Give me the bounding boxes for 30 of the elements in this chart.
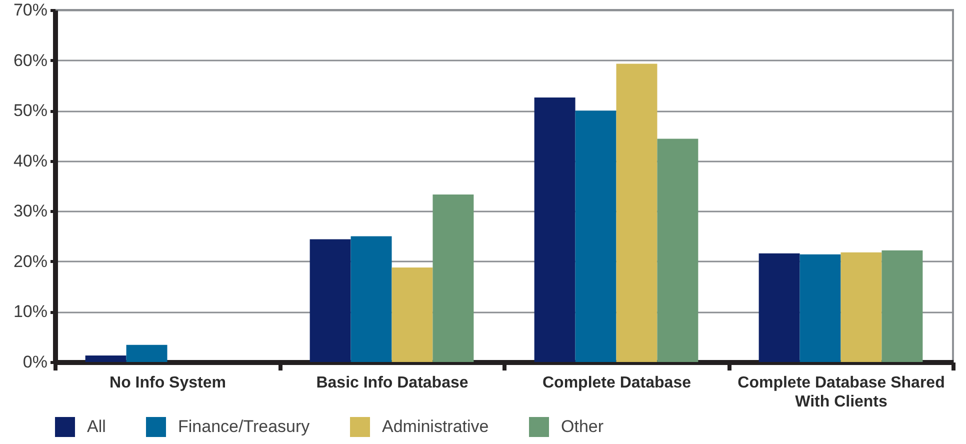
bar [657,138,698,362]
y-tick-label: 60% [13,50,48,70]
x-tick-label: No Info System [110,374,226,392]
legend-label: Finance/Treasury [178,417,310,436]
bar [575,110,616,362]
y-tick-label: 70% [13,0,48,20]
bar [616,64,658,362]
bar [126,344,168,362]
x-tick-label: Complete Database [542,374,692,392]
y-tick-label: 50% [13,101,48,120]
x-tick-label: Basic Info Database [316,374,468,392]
y-tick-label: 20% [13,252,48,271]
bar [432,194,474,362]
bar [85,355,126,362]
bar [840,252,882,362]
legend-label: Other [561,417,604,436]
x-tick-label: Complete Database Shared With Clients [738,374,945,410]
y-tick-label: 10% [13,302,48,322]
legend-label: Administrative [382,417,489,436]
bar [392,267,433,362]
y-tick-label: 0% [22,352,48,372]
bar [800,254,841,362]
bar [350,236,392,362]
y-tick-label: 40% [13,151,48,170]
bar [758,253,800,362]
bar [310,239,351,362]
bar [882,250,923,362]
bar [534,97,576,362]
legend-label: All [87,417,106,436]
y-tick-label: 30% [13,202,48,221]
